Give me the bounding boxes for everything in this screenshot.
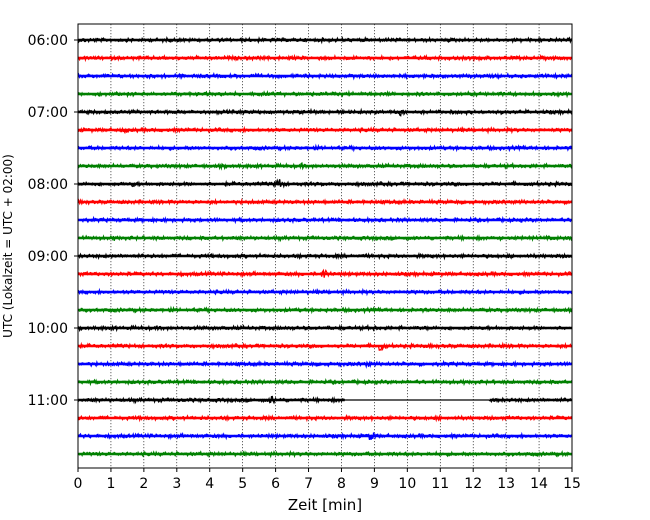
y-tick-label: 06:00: [28, 33, 68, 49]
y-tick-label: 09:00: [28, 249, 68, 265]
x-tick-label: 9: [370, 476, 379, 492]
x-axis-ticks: 0 1 2 3 4 5 6 7 8 9 10 11 12 13 14 15: [74, 468, 581, 492]
x-tick-label: 15: [563, 476, 581, 492]
x-tick-label: 2: [139, 476, 148, 492]
x-tick-label: 1: [106, 476, 115, 492]
x-tick-label: 5: [238, 476, 247, 492]
x-tick-label: 6: [271, 476, 280, 492]
x-tick-label: 14: [530, 476, 548, 492]
x-tick-label: 3: [172, 476, 181, 492]
y-axis-ticks: 06:00 07:00 08:00 09:00 10:00 11:00: [28, 33, 78, 409]
x-tick-label: 10: [398, 476, 416, 492]
x-gridlines: [110, 24, 540, 468]
plot-frame: [77, 23, 573, 469]
y-tick-label: 11:00: [28, 393, 68, 409]
y-tick-label: 10:00: [28, 321, 68, 337]
x-tick-label: 13: [497, 476, 515, 492]
x-tick-label: 11: [431, 476, 449, 492]
x-axis-label: Zeit [min]: [288, 496, 362, 514]
trace-series: [77, 35, 573, 459]
x-tick-label: 7: [304, 476, 313, 492]
x-tick-label: 8: [337, 476, 346, 492]
x-tick-label: 4: [205, 476, 214, 492]
y-tick-label: 07:00: [28, 105, 68, 121]
y-axis-label: UTC (Lokalzeit = UTC + 02:00): [1, 154, 15, 338]
x-tick-label: 12: [464, 476, 482, 492]
x-tick-label: 0: [74, 476, 83, 492]
y-tick-label: 08:00: [28, 177, 68, 193]
